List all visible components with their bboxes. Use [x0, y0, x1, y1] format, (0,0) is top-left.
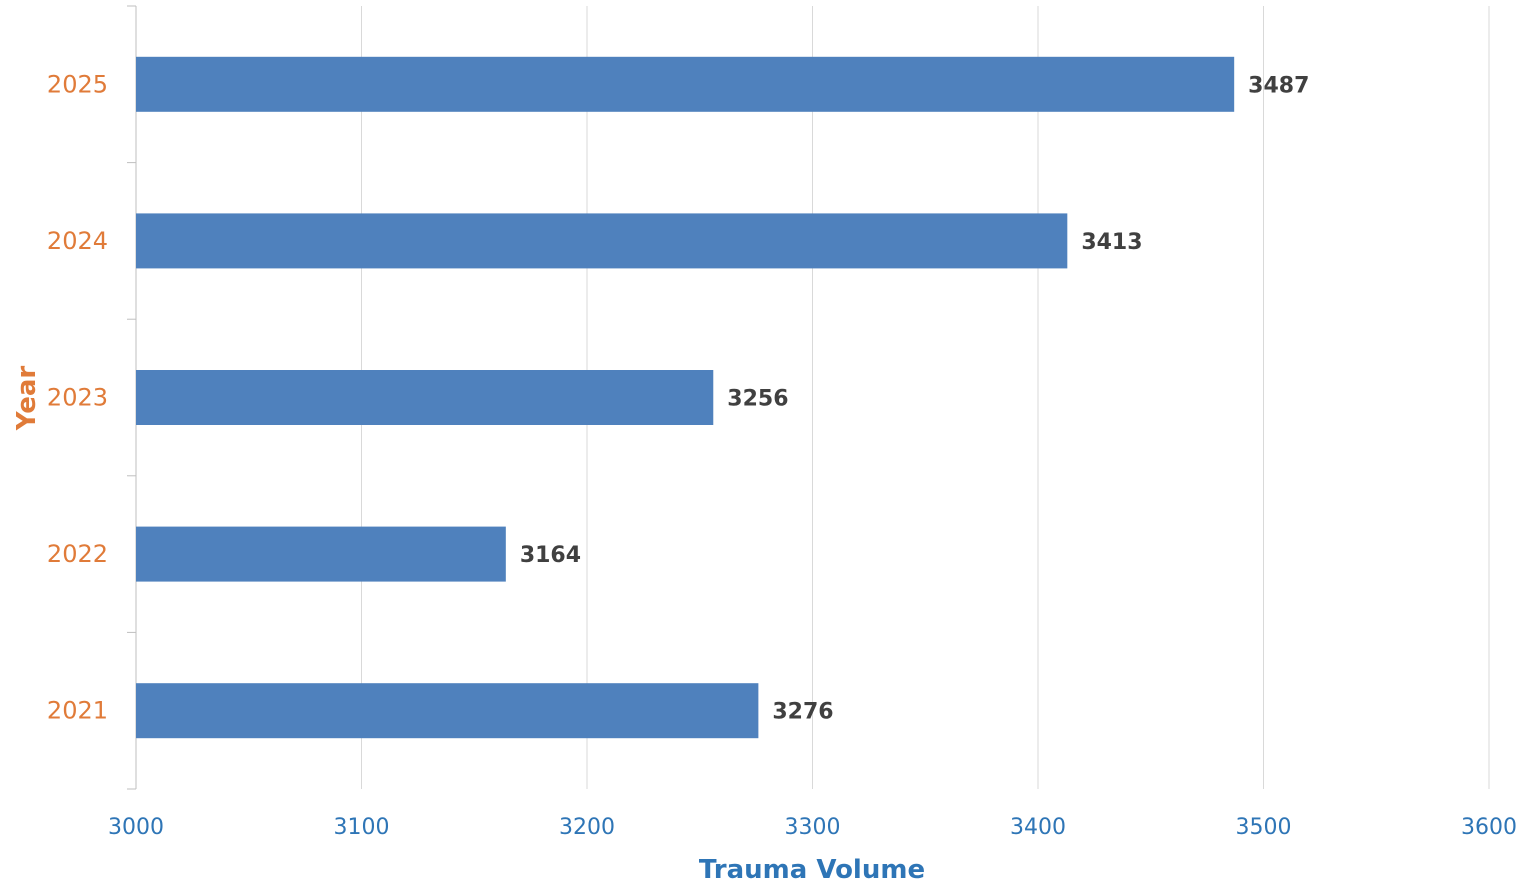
bars	[136, 56, 1235, 739]
bar-2024	[136, 213, 1068, 269]
y-tick-label-2021: 2021	[47, 697, 108, 725]
y-axis-title: Year	[12, 366, 42, 432]
x-tick-label: 3300	[785, 815, 841, 840]
axes	[127, 5, 137, 790]
x-axis-title: Trauma Volume	[699, 855, 925, 885]
data-label-2021: 3276	[772, 700, 833, 725]
data-label-2023: 3256	[727, 387, 788, 412]
bar-2021	[136, 683, 759, 739]
bar-2023	[136, 370, 714, 425]
gridlines	[361, 6, 1490, 789]
y-tick-label-2023: 2023	[47, 384, 108, 412]
data-label-2024: 3413	[1081, 230, 1142, 255]
x-tick-label: 3400	[1010, 815, 1066, 840]
bar-2022	[136, 526, 506, 582]
x-tick-labels: 3000 3100 3200 3300 3400 3500 3600	[108, 815, 1517, 840]
data-label-2022: 3164	[520, 543, 581, 568]
x-tick-label: 3100	[334, 815, 390, 840]
y-tick-label-2022: 2022	[47, 540, 108, 568]
y-tick-label-2024: 2024	[47, 227, 108, 255]
y-tick-labels: 2021 2022 2023 2024 2025	[47, 70, 108, 724]
y-tick-label-2025: 2025	[47, 70, 108, 98]
bar-2025	[136, 56, 1235, 112]
x-tick-label: 3000	[108, 815, 164, 840]
data-labels: 3276 3164 3256 3413 3487	[520, 73, 1310, 724]
data-label-2025: 3487	[1248, 73, 1309, 98]
x-tick-label: 3200	[559, 815, 615, 840]
x-tick-label: 3500	[1236, 815, 1292, 840]
x-tick-label: 3600	[1461, 815, 1517, 840]
